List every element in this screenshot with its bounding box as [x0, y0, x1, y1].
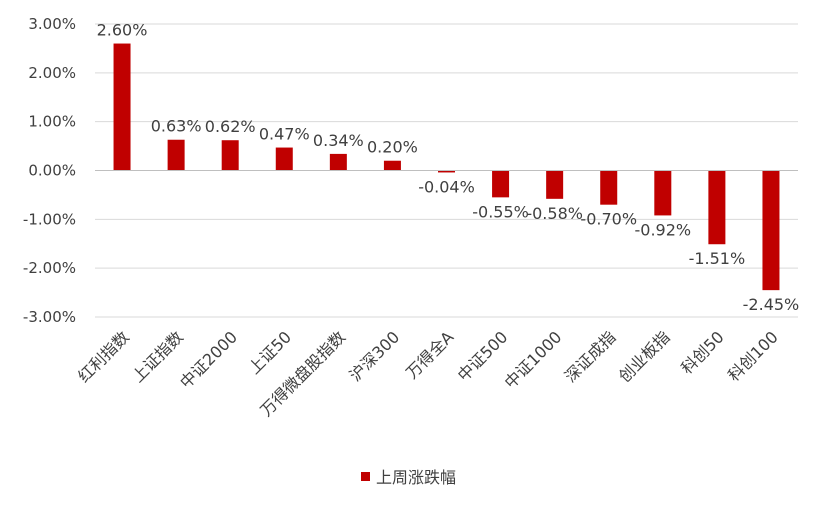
- bar: [383, 160, 401, 171]
- bar: [762, 170, 780, 291]
- bar: [654, 170, 672, 216]
- data-label: 0.34%: [313, 131, 364, 150]
- gridlines: [95, 23, 798, 318]
- x-tick-label: 中证2000: [176, 327, 241, 392]
- bar: [708, 170, 726, 245]
- y-tick-label: -1.00%: [23, 210, 76, 228]
- bar: [329, 153, 347, 171]
- y-tick-label: 3.00%: [28, 15, 76, 33]
- x-tick-label: 中证1000: [501, 327, 566, 392]
- bar: [113, 43, 131, 171]
- data-label: 2.60%: [97, 21, 148, 40]
- legend: 上周涨跌幅: [361, 468, 456, 487]
- x-tick-label: 万得全A: [402, 327, 457, 382]
- x-tick-label: 创业板指: [615, 327, 674, 386]
- data-labels: 2.60% 0.63% 0.62% 0.47% 0.34% 0.20% -0.04% -0.5…: [97, 21, 800, 315]
- x-tick-label: 上证50: [245, 327, 295, 377]
- x-tick-label: 科创100: [724, 327, 782, 385]
- y-tick-label: 2.00%: [28, 64, 76, 82]
- data-label: -0.55%: [472, 202, 529, 221]
- x-tick-label: 沪深300: [346, 327, 404, 385]
- bar: [492, 170, 510, 198]
- bar: [275, 147, 293, 171]
- data-label: -2.45%: [743, 295, 800, 314]
- legend-label: 上周涨跌幅: [376, 468, 456, 487]
- bar: [600, 170, 618, 205]
- bar: [546, 170, 564, 199]
- x-tick-label: 红利指数: [74, 327, 133, 386]
- data-label: -0.04%: [418, 177, 475, 196]
- bars: [113, 43, 780, 291]
- data-label: 0.20%: [367, 138, 418, 157]
- y-axis-tick-labels: 3.00% 2.00% 1.00% 0.00% -1.00% -2.00% -3.00%: [23, 15, 76, 326]
- bar: [438, 170, 455, 173]
- bar: [221, 140, 239, 171]
- y-tick-label: 0.00%: [28, 162, 76, 180]
- y-tick-label: -3.00%: [23, 308, 76, 326]
- y-tick-label: -2.00%: [23, 259, 76, 277]
- x-tick-label: 深证成指: [561, 327, 620, 386]
- data-label: 0.63%: [151, 117, 202, 136]
- data-label: -0.92%: [635, 220, 692, 239]
- data-label: -0.58%: [526, 204, 583, 223]
- y-tick-label: 1.00%: [28, 113, 76, 131]
- data-label: -1.51%: [689, 249, 746, 268]
- bar: [167, 139, 185, 171]
- x-tick-label: 科创50: [677, 327, 727, 377]
- data-label: 0.47%: [259, 125, 310, 144]
- data-label: -0.70%: [580, 210, 637, 229]
- data-label: 0.62%: [205, 117, 256, 136]
- legend-swatch: [361, 472, 370, 481]
